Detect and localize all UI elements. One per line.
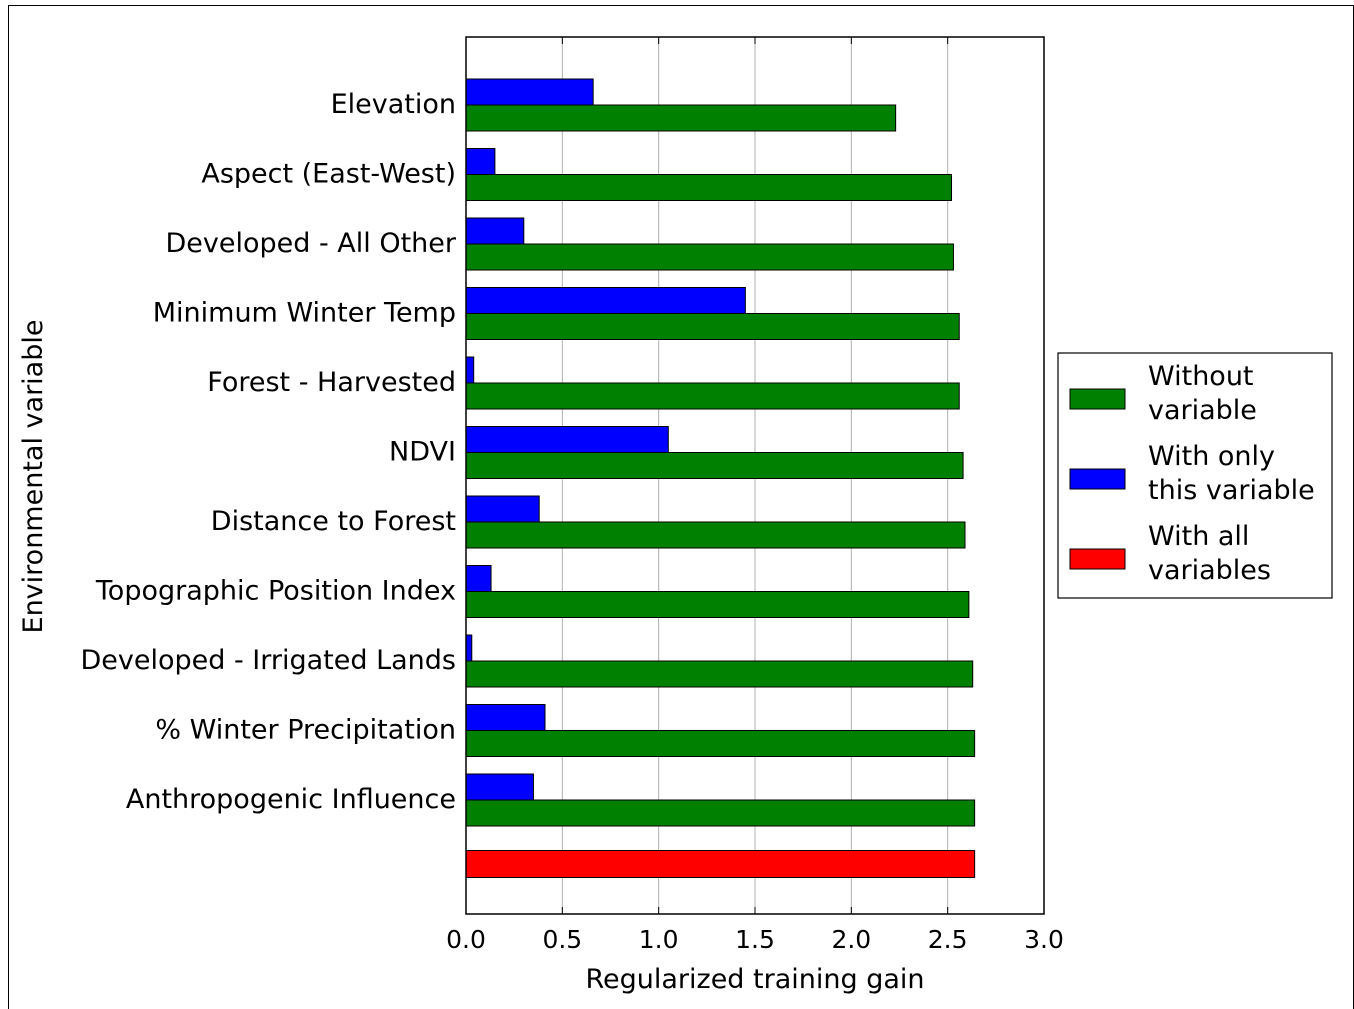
category-label: NDVI	[389, 437, 456, 468]
category-label: Anthropogenic Influence	[126, 784, 456, 815]
legend-label: variable	[1148, 395, 1257, 426]
x-axis-label: Regularized training gain	[585, 964, 924, 995]
x-tick-label: 1.0	[639, 925, 679, 954]
category-label: Minimum Winter Temp	[153, 298, 456, 329]
bar-without-variable	[465, 174, 953, 201]
legend-swatch	[1069, 468, 1126, 490]
bar-with-all-variables	[465, 850, 976, 878]
x-tick-labels: 0.0 0.5 1.0 1.5 2.0 2.5 3.0	[446, 925, 1064, 954]
legend-label: variables	[1148, 555, 1271, 586]
category-label: Aspect (East-West)	[201, 159, 456, 190]
x-tick-label: 0.0	[446, 925, 486, 954]
legend-swatch	[1069, 388, 1126, 410]
bar-without-variable	[465, 243, 954, 271]
bar-without-variable	[465, 799, 976, 827]
category-label: Elevation	[331, 89, 456, 120]
bar-with-only-this-variable	[465, 634, 473, 663]
category-label: Developed - Irrigated Lands	[80, 645, 456, 676]
bar-with-only-this-variable	[465, 704, 546, 732]
bar-without-variable	[465, 730, 976, 757]
x-tick-label: 2.5	[928, 925, 968, 954]
bar-with-only-this-variable	[465, 565, 492, 593]
bar-without-variable	[465, 382, 960, 410]
bar-with-only-this-variable	[465, 287, 746, 315]
legend-label: With only	[1148, 441, 1275, 472]
bar-with-only-this-variable	[465, 78, 594, 107]
bar-with-only-this-variable	[465, 426, 669, 454]
x-tick-label: 0.5	[542, 925, 582, 954]
category-label: Forest - Harvested	[207, 367, 456, 398]
bar-with-only-this-variable	[465, 495, 540, 524]
bar-without-variable	[465, 104, 897, 132]
category-label: % Winter Precipitation	[155, 715, 456, 746]
category-label: Developed - All Other	[165, 228, 456, 259]
bar-with-only-this-variable	[465, 217, 525, 246]
bar-without-variable	[465, 452, 964, 479]
category-labels: Elevation Aspect (East-West) Developed - A…	[80, 89, 456, 815]
x-tick-label: 3.0	[1024, 925, 1064, 954]
legend-label: Without	[1148, 361, 1254, 392]
category-label: Distance to Forest	[211, 506, 456, 537]
x-tick-label: 2.0	[831, 925, 871, 954]
bar-with-only-this-variable	[465, 773, 534, 802]
category-label: Topographic Position Index	[95, 576, 456, 607]
bar-without-variable	[465, 591, 970, 618]
legend-label: With all	[1148, 521, 1249, 552]
legend-swatch	[1069, 548, 1126, 570]
bar-without-variable	[465, 521, 966, 549]
y-axis-label: Environmental variable	[18, 320, 49, 634]
bar-without-variable	[465, 660, 974, 688]
x-tick-label: 1.5	[735, 925, 775, 954]
axis-ticks	[465, 37, 1045, 914]
bar-without-variable	[465, 313, 960, 340]
bars	[465, 78, 976, 878]
bar-with-only-this-variable	[465, 356, 475, 385]
legend-label: this variable	[1148, 475, 1315, 506]
bar-with-only-this-variable	[465, 148, 496, 176]
